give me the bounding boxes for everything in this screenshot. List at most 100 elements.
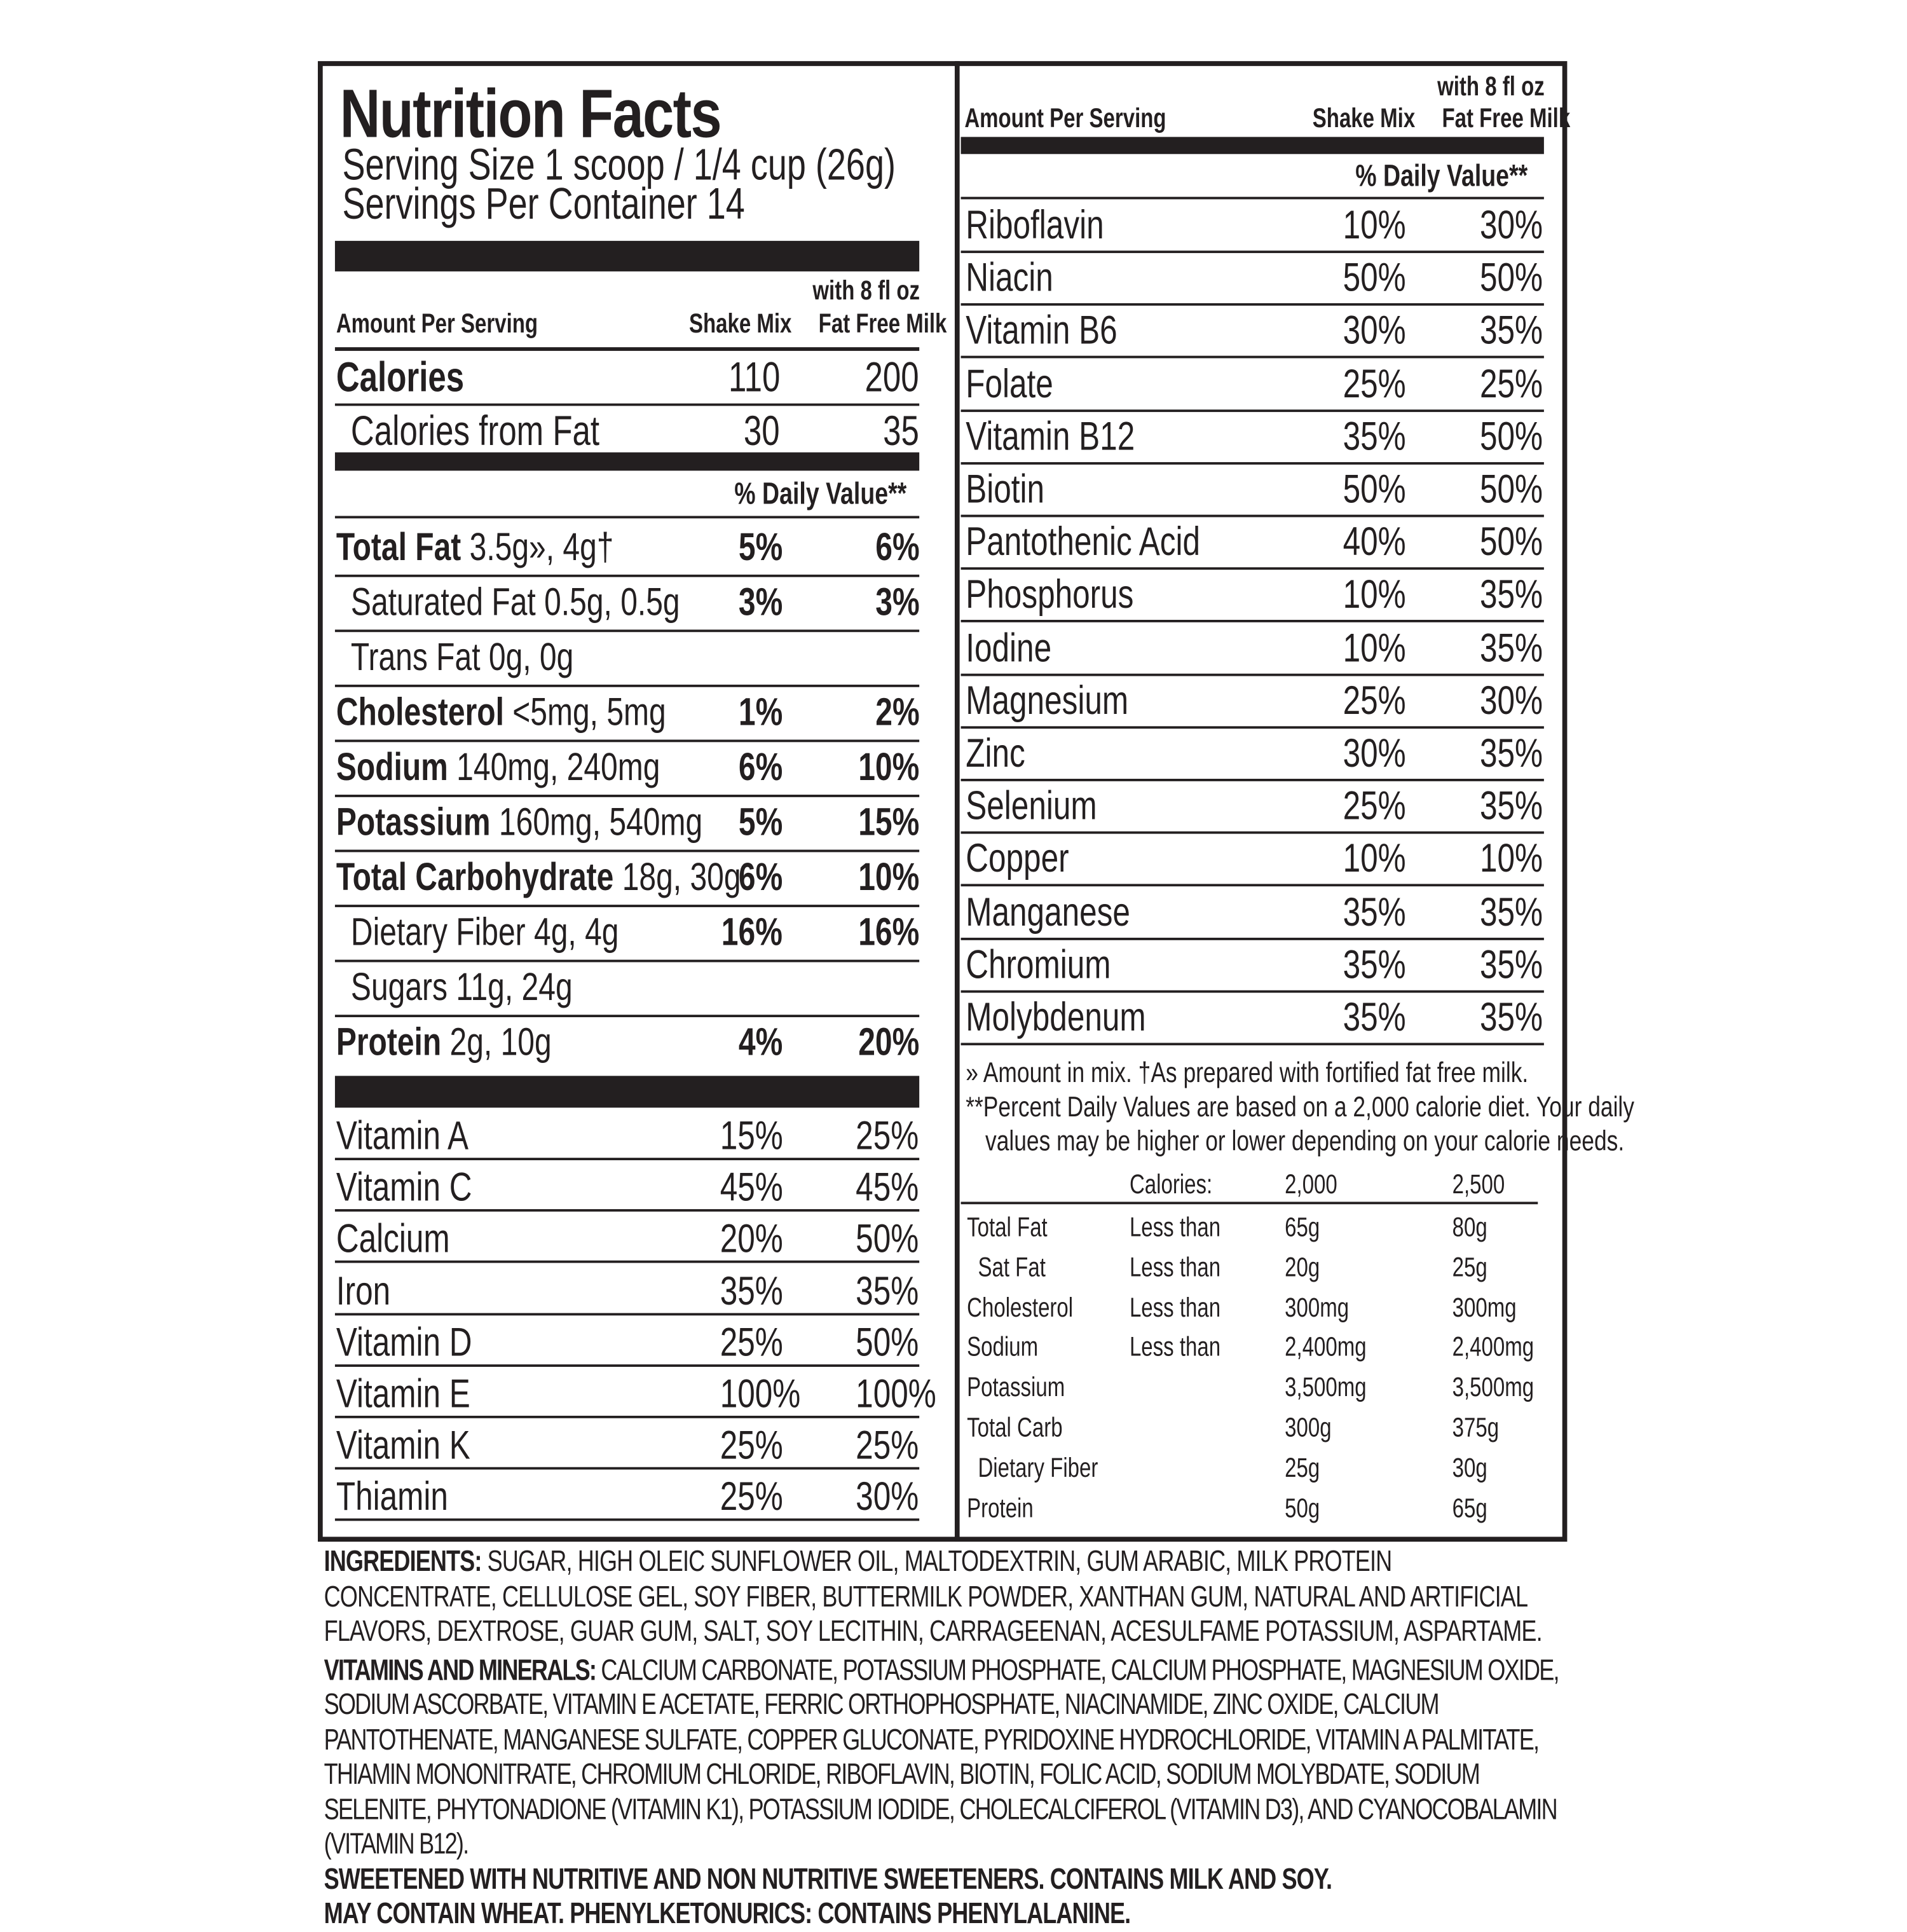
dv-table-value-2500: 2,400mg [1452, 1332, 1534, 1363]
nutrient-amount: 160mg, 540mg [498, 799, 703, 844]
divider [334, 795, 920, 797]
divider [960, 620, 1544, 623]
divider [334, 1467, 920, 1470]
vitamin-dv-mix: 30% [1343, 730, 1406, 776]
milk-header-line1: with 8 fl oz [812, 275, 920, 306]
nutrient-name: Saturated Fat [350, 579, 536, 624]
divider [334, 1158, 920, 1161]
vitamin-dv-mix: 15% [720, 1113, 783, 1158]
ingredients-block: INGREDIENTS: SUGAR, HIGH OLEIC SUNFLOWER… [324, 1545, 1567, 1932]
divider [960, 725, 1544, 729]
divider [334, 1209, 920, 1212]
sweetener-warning: SWEETENED WITH NUTRITIVE AND NON NUTRITI… [324, 1862, 1332, 1896]
divider [334, 403, 920, 406]
divider [334, 347, 920, 351]
nutrient-amount: <5mg, 5mg [512, 689, 666, 734]
calories-mix: 110 [728, 354, 780, 401]
divider [960, 356, 1544, 359]
vitamin-dv-mix: 50% [1343, 465, 1406, 511]
ingredients-label: INGREDIENTS: [324, 1545, 482, 1579]
vitamin-dv-mix: 10% [1343, 624, 1406, 670]
ingredients-text: SUGAR, HIGH OLEIC SUNFLOWER OIL, MALTODE… [324, 1545, 1543, 1648]
vitamin-dv-milk: 30% [856, 1474, 919, 1519]
dv-table-value-2000: 65g [1285, 1211, 1320, 1242]
vitamin-name: Copper [966, 835, 1069, 881]
vitamin-name: Pantothenic Acid [966, 518, 1201, 564]
thick-divider [334, 452, 920, 471]
vitamin-name: Vitamin B6 [966, 307, 1118, 353]
vitamin-name: Thiamin [336, 1474, 448, 1519]
nutrient-row: Sodium 140mg, 240mg [336, 744, 751, 790]
daily-value-header-right: % Daily Value** [1355, 159, 1528, 193]
vitamins-minerals-text: CALCIUM CARBONATE, POTASSIUM PHOSPHATE, … [324, 1653, 1560, 1861]
dv-table-qualifier: Less than [1129, 1251, 1221, 1282]
divider [960, 409, 1544, 412]
vitamin-dv-milk: 10% [1479, 835, 1543, 881]
milk-header-line2: Fat Free Milk [818, 308, 947, 339]
vitamin-dv-milk: 35% [1479, 307, 1543, 353]
divider [960, 937, 1544, 940]
milk-header-right-line2: Fat Free Milk [1442, 102, 1571, 134]
nutrient-amount: 2g, 10g [449, 1019, 552, 1064]
vitamin-name: Selenium [966, 783, 1097, 828]
vitamin-dv-mix: 50% [1343, 254, 1406, 300]
vitamin-dv-milk: 50% [1479, 254, 1543, 300]
nutrient-row: Trans Fat 0g, 0g [351, 634, 636, 680]
nutrient-amount: 18g, 30g [622, 854, 741, 899]
nutrient-dv-mix: 6% [738, 744, 783, 789]
divider [960, 673, 1544, 676]
dv-table-nutrient: Total Carb [967, 1412, 1063, 1443]
dv-table-value-2500: 65g [1452, 1492, 1487, 1523]
nutrient-dv-milk: 15% [858, 799, 920, 844]
nutrient-dv-milk: 20% [858, 1019, 920, 1064]
dv-table-value-2000: 25g [1285, 1452, 1320, 1483]
vitamin-name: Vitamin B12 [966, 413, 1135, 458]
vitamin-name: Niacin [966, 254, 1053, 300]
vitamin-dv-milk: 35% [1479, 888, 1543, 934]
vitamin-dv-mix: 35% [1343, 941, 1406, 987]
vitamin-dv-milk: 35% [1479, 571, 1543, 617]
nutrient-row: Cholesterol <5mg, 5mg [336, 690, 759, 735]
nutrient-name: Total Carbohydrate [336, 854, 614, 899]
nutrient-dv-mix: 3% [738, 579, 783, 624]
dv-table-value-2500: 375g [1452, 1412, 1500, 1443]
vitamin-dv-mix: 40% [1343, 518, 1406, 564]
nutrient-row: Protein 2g, 10g [336, 1020, 612, 1065]
nutrient-name: Sodium [336, 744, 448, 789]
nutrient-name: Sugars [350, 964, 448, 1009]
vitamin-dv-mix: 35% [1343, 888, 1406, 934]
vitamin-dv-mix: 25% [720, 1474, 783, 1519]
nutrient-row: Saturated Fat 0.5g, 0.5g [351, 580, 773, 625]
allergen-warning: MAY CONTAIN WHEAT. PHENYLKETONURICS: CON… [324, 1897, 1131, 1931]
vitamin-dv-milk: 50% [1479, 518, 1543, 564]
vitamin-dv-mix: 10% [1343, 835, 1406, 881]
vitamin-dv-milk: 50% [1479, 413, 1543, 458]
vitamin-name: Vitamin K [336, 1422, 470, 1468]
dv-table-value-2500: 3,500mg [1452, 1372, 1534, 1403]
nutrient-row: Dietary Fiber 4g, 4g [351, 910, 694, 955]
shake-mix-header-right: Shake Mix [1312, 102, 1416, 134]
dv-table-value-2500: 30g [1452, 1452, 1487, 1483]
vitamin-dv-milk: 50% [856, 1319, 919, 1364]
dv-table-value-2500: 25g [1452, 1251, 1487, 1282]
vitamin-dv-milk: 35% [1479, 941, 1543, 987]
amount-per-serving-header: Amount Per Serving [336, 308, 538, 339]
vitamin-name: Iron [336, 1267, 391, 1313]
vitamin-dv-mix: 35% [1343, 994, 1406, 1039]
dv-table-nutrient: Dietary Fiber [978, 1452, 1098, 1483]
dv-table-value-2000: 50g [1285, 1492, 1320, 1523]
divider [960, 884, 1544, 887]
nutrient-row: Total Carbohydrate 18g, 30g [336, 854, 855, 900]
divider [960, 1202, 1538, 1205]
nutrient-name: Dietary Fiber [350, 909, 526, 954]
vitamin-name: Molybdenum [966, 994, 1146, 1039]
divider [334, 1519, 920, 1522]
nutrient-name: Trans Fat [350, 634, 481, 679]
divider [334, 1015, 920, 1018]
vitamin-dv-mix: 10% [1343, 571, 1406, 617]
divider [960, 462, 1544, 465]
nutrient-dv-mix: 4% [738, 1019, 783, 1064]
vitamin-dv-milk: 50% [1479, 465, 1543, 511]
serving-size: Serving Size 1 scoop / 1/4 cup (26g) [342, 139, 896, 190]
